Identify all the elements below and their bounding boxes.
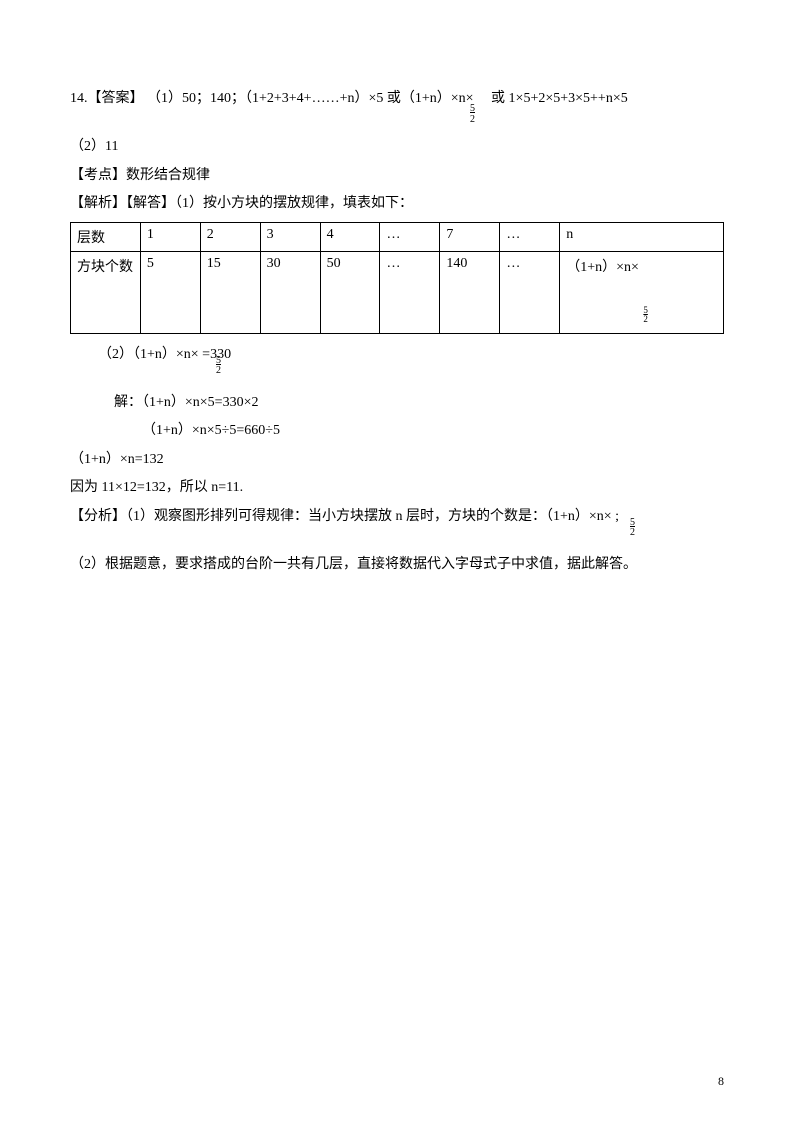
table-cell: … <box>500 251 560 333</box>
table-cell: n <box>560 222 724 251</box>
table-cell: 50 <box>320 251 380 333</box>
table-cell: 方块个数 <box>71 251 141 333</box>
equation-5: 因为 11×12=132，所以 n=11. <box>70 477 724 499</box>
table-cell: … <box>500 222 560 251</box>
table-cell: 140 <box>440 251 500 333</box>
fenxi-line-1: 【分析】（1）观察图形排列可得规律：当小方块摆放 n 层时，方块的个数是：（1+… <box>70 506 724 528</box>
table-cell: 5 <box>140 251 200 333</box>
table-cell: … <box>380 222 440 251</box>
table-cell: 1 <box>140 222 200 251</box>
fraction-5-over-2-a: 5 2 <box>470 104 475 125</box>
equation-3: （1+n）×n×5÷5=660÷5 <box>142 420 724 442</box>
table-cell: 2 <box>200 222 260 251</box>
table-cell: 层数 <box>71 222 141 251</box>
equation-2: 解：（1+n）×n×5=330×2 <box>114 392 724 414</box>
equation-1: （2）（1+n）×n× =330 5 2 <box>98 344 724 366</box>
fraction-5-over-2-b: 5 2 <box>216 356 221 377</box>
table-cell: 7 <box>440 222 500 251</box>
jiexi-line: 【解析】【解答】（1）按小方块的摆放规律，填表如下： <box>70 193 724 215</box>
answer-line-14: 14.【答案】 （1）50；140；（1+2+3+4+……+n）×5 或（1+n… <box>70 91 628 106</box>
table-cell: 4 <box>320 222 380 251</box>
table-header-row: 层数 1 2 3 4 … 7 … n <box>71 222 724 251</box>
table-cell: 30 <box>260 251 320 333</box>
data-table: 层数 1 2 3 4 … 7 … n 方块个数 5 15 30 50 … 140… <box>70 222 724 334</box>
table-cell: 15 <box>200 251 260 333</box>
kaodian-line: 【考点】数形结合规律 <box>70 165 724 187</box>
equation-4: （1+n）×n=132 <box>70 449 724 471</box>
table-cell: 3 <box>260 222 320 251</box>
fraction-5-over-2-c: 5 2 <box>630 518 635 539</box>
part-2-answer: （2）11 <box>70 136 724 158</box>
page-number: 8 <box>718 1074 724 1089</box>
table-cell: （1+n）×n× 5 2 <box>560 251 724 333</box>
table-data-row: 方块个数 5 15 30 50 … 140 … （1+n）×n× 5 2 <box>71 251 724 333</box>
fraction-5-over-2-cell: 5 2 <box>574 306 717 325</box>
fenxi-line-2: （2）根据题意，要求搭成的台阶一共有几层，直接将数据代入字母式子中求值，据此解答… <box>70 554 724 576</box>
table-cell: … <box>380 251 440 333</box>
